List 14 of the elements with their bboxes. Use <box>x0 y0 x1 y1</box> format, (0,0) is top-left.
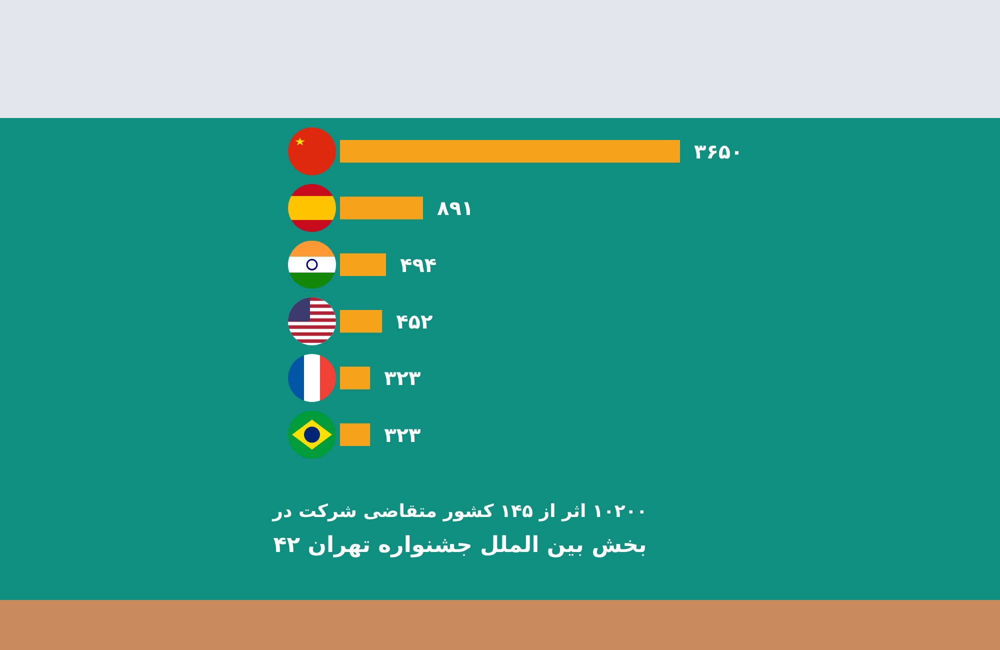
bar <box>340 310 382 333</box>
text: بخش بین الملل جشنواره تهران ۴۲ <box>272 532 648 560</box>
data-label: ۳۲۳ <box>384 366 421 390</box>
text: ۱۰۲۰۰ اثر از ۱۴۵ کشور متقاضی شرکت در <box>270 500 648 524</box>
data-label: ۴۵۲ <box>396 309 433 334</box>
bar <box>340 253 386 276</box>
bar <box>340 140 680 163</box>
data-label: ۳۲۳ <box>384 422 421 447</box>
bar <box>340 423 370 446</box>
data-label: ۳۶۵۰ <box>694 139 743 164</box>
bar <box>340 196 423 220</box>
data-label: ۴۹۴ <box>400 252 437 277</box>
data-label: ۸۹۱ <box>436 196 474 220</box>
bar <box>340 366 370 390</box>
